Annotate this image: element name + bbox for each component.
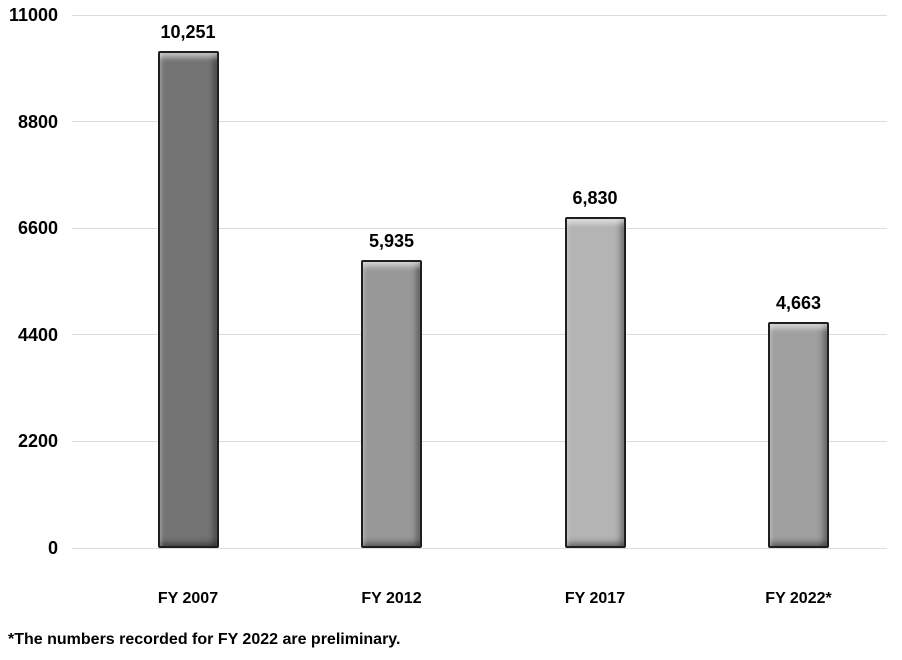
gridline	[72, 547, 887, 549]
bar-value-label: 4,663	[775, 293, 822, 314]
x-tick-label: FY 2022*	[765, 590, 832, 607]
gridline	[72, 440, 887, 442]
bar	[564, 217, 626, 548]
x-tick-label: FY 2007	[157, 590, 219, 607]
x-tick-label: FY 2017	[564, 590, 626, 607]
gridline	[72, 14, 887, 16]
bar-value-label: 10,251	[160, 22, 216, 43]
y-tick-label: 8800	[17, 111, 58, 132]
y-tick-label: 4400	[17, 324, 58, 345]
gridline	[72, 121, 887, 123]
bar	[157, 51, 219, 548]
gridline	[72, 334, 887, 336]
bar-value-label: 5,935	[368, 231, 415, 252]
chart-footnote: *The numbers recorded for FY 2022 are pr…	[8, 631, 401, 648]
x-tick-label: FY 2012	[361, 590, 422, 607]
bar	[361, 260, 422, 548]
y-tick-label: 0	[47, 538, 58, 558]
plot-area	[72, 14, 887, 549]
bar	[768, 322, 829, 548]
y-tick-label: 2200	[17, 431, 58, 452]
gridline	[72, 227, 887, 229]
y-tick-label: 11000	[8, 5, 58, 25]
bar-value-label: 6,830	[572, 188, 618, 209]
y-tick-label: 6600	[17, 218, 58, 239]
